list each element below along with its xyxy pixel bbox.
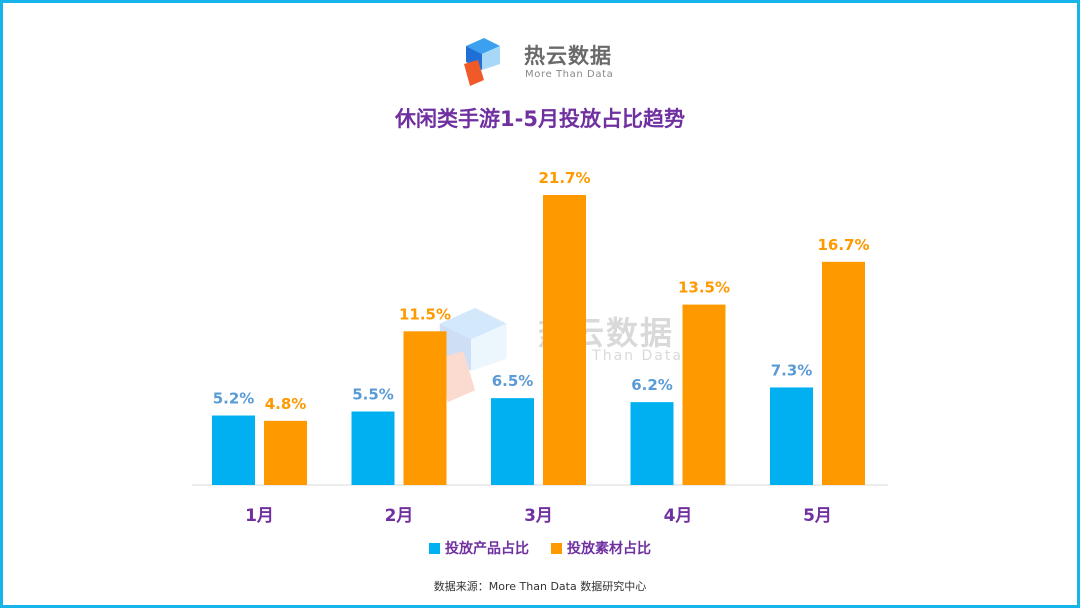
x-tick-label-3: 3月 xyxy=(524,506,553,526)
legend-swatch-products xyxy=(429,542,440,554)
bar-products-1 xyxy=(212,415,255,485)
legend-label-products: 投放产品占比 xyxy=(445,541,529,557)
legend-item-materials: 投放素材占比 xyxy=(551,538,651,558)
bar-materials-2 xyxy=(403,331,447,485)
cube-logo-icon xyxy=(464,38,500,86)
data-label-products-2: 5.5% xyxy=(352,385,394,403)
legend: 投放产品占比 投放素材占比 xyxy=(0,538,1080,558)
x-tick-label-2: 2月 xyxy=(385,506,414,526)
data-label-materials-5: 16.7% xyxy=(817,236,869,254)
data-label-products-5: 7.3% xyxy=(771,361,813,379)
data-label-products-4: 6.2% xyxy=(631,376,673,394)
data-label-materials-4: 13.5% xyxy=(678,279,730,297)
legend-item-products: 投放产品占比 xyxy=(429,538,529,558)
bar-materials-5 xyxy=(822,261,865,485)
bar-products-2 xyxy=(351,411,395,485)
data-label-materials-2: 11.5% xyxy=(399,305,451,323)
bar-materials-3 xyxy=(543,195,586,485)
data-source: 数据来源：More Than Data 数据研究中心 xyxy=(433,580,647,593)
x-tick-label-4: 4月 xyxy=(664,506,693,526)
data-label-materials-1: 4.8% xyxy=(265,395,307,413)
data-label-products-1: 5.2% xyxy=(213,390,255,408)
bar-products-4 xyxy=(630,402,674,485)
x-tick-label-5: 5月 xyxy=(803,506,832,526)
bar-products-5 xyxy=(770,387,813,485)
brand-logo: 热云数据 More Than Data xyxy=(460,34,660,92)
chart-title: 休闲类手游1-5月投放占比趋势 xyxy=(395,107,685,131)
logo-name: 热云数据 xyxy=(524,44,612,68)
x-tick-label-1: 1月 xyxy=(245,506,274,526)
bar-materials-4 xyxy=(682,304,726,485)
legend-label-materials: 投放素材占比 xyxy=(567,541,651,557)
data-label-materials-3: 21.7% xyxy=(538,169,590,187)
legend-swatch-materials xyxy=(551,542,562,554)
bar-materials-1 xyxy=(264,420,307,485)
bar-products-3 xyxy=(491,398,534,485)
data-label-products-3: 6.5% xyxy=(492,372,534,390)
logo-tagline: More Than Data xyxy=(525,69,614,80)
